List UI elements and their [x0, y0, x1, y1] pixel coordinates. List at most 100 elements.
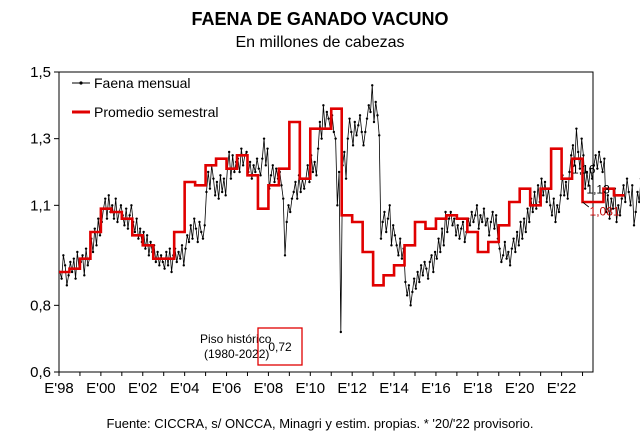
- monthly-point: [107, 194, 110, 197]
- monthly-point: [407, 284, 411, 287]
- monthly-point: [149, 240, 152, 244]
- monthly-point: [213, 194, 217, 197]
- monthly-point: [552, 197, 555, 200]
- monthly-point: [592, 164, 596, 167]
- floor-annotation: Piso histórico (1980-2022) 0,72: [200, 327, 303, 366]
- legend-monthly-label: Faena mensual: [94, 75, 191, 91]
- monthly-point: [510, 247, 514, 250]
- monthly-point: [255, 157, 259, 160]
- monthly-point: [454, 234, 458, 237]
- monthly-point: [610, 197, 613, 200]
- monthly-point: [627, 190, 630, 194]
- monthly-point: [337, 170, 341, 174]
- y-tick-label: 1,3: [30, 131, 51, 148]
- monthly-point: [500, 260, 503, 264]
- monthly-point: [543, 180, 547, 184]
- monthly-point: [515, 230, 519, 234]
- monthly-point: [252, 164, 255, 167]
- monthly-point: [316, 147, 320, 150]
- legend: Faena mensual Promedio semestral: [72, 75, 219, 120]
- x-tick-label: E'14: [379, 380, 409, 397]
- monthly-point: [350, 130, 353, 134]
- monthly-point: [449, 210, 452, 214]
- monthly-point: [344, 177, 348, 180]
- monthly-point: [435, 257, 439, 260]
- monthly-point: [451, 224, 454, 227]
- monthly-point: [348, 117, 351, 120]
- monthly-point: [144, 247, 147, 250]
- monthly-point: [292, 190, 295, 194]
- monthly-point: [414, 287, 418, 290]
- monthly-point: [400, 257, 404, 260]
- monthly-point: [60, 277, 63, 280]
- x-tick-label: E'98: [44, 380, 74, 397]
- monthly-series: [58, 84, 640, 334]
- monthly-point: [105, 217, 109, 220]
- monthly-point: [280, 184, 283, 187]
- chart-subtitle: En millones de cabezas: [236, 34, 405, 51]
- monthly-point: [397, 254, 400, 257]
- monthly-point: [549, 204, 552, 207]
- monthly-point: [170, 270, 173, 274]
- monthly-point: [166, 264, 170, 267]
- monthly-point: [222, 177, 226, 180]
- monthly-point: [524, 230, 528, 234]
- monthly-point: [566, 197, 569, 200]
- monthly-point: [559, 194, 562, 197]
- monthly-point: [372, 120, 376, 124]
- monthly-point: [617, 204, 620, 207]
- monthly-point: [334, 137, 337, 140]
- monthly-point: [503, 240, 507, 244]
- monthly-point: [564, 180, 568, 184]
- monthly-point: [604, 210, 608, 214]
- monthly-point: [535, 207, 538, 210]
- monthly-point: [378, 134, 381, 137]
- monthly-point: [428, 260, 432, 264]
- monthly-point: [189, 224, 192, 227]
- monthly-point: [104, 197, 107, 200]
- monthly-point: [531, 210, 534, 214]
- x-tick-label: E'12: [337, 380, 367, 397]
- monthly-point: [603, 157, 606, 160]
- monthly-point: [76, 250, 79, 254]
- monthly-point: [405, 294, 409, 297]
- monthly-point: [283, 254, 287, 257]
- x-tick-label: E'10: [296, 380, 326, 397]
- chart-title: FAENA DE GANADO VACUNO: [191, 9, 448, 29]
- monthly-point: [86, 264, 89, 267]
- monthly-point: [254, 170, 257, 174]
- monthly-point: [442, 244, 445, 247]
- monthly-point: [114, 197, 117, 200]
- semester-line: [59, 107, 625, 287]
- monthly-point: [142, 230, 145, 234]
- monthly-point: [357, 124, 360, 127]
- monthly-point: [482, 207, 486, 210]
- monthly-point: [205, 190, 208, 194]
- monthly-point: [425, 267, 428, 270]
- monthly-point: [484, 224, 487, 227]
- monthly-point: [72, 257, 76, 260]
- monthly-point: [594, 154, 597, 157]
- monthly-point: [533, 190, 536, 194]
- monthly-point: [198, 220, 201, 224]
- monthly-point: [423, 260, 426, 264]
- monthly-point: [325, 110, 329, 114]
- end-annotations: 1,16 1,13 1,081: [572, 162, 620, 218]
- monthly-point: [161, 260, 165, 264]
- monthly-point: [583, 187, 587, 190]
- monthly-point: [395, 244, 398, 247]
- annotation-1-081: 1,081: [590, 205, 620, 219]
- monthly-point: [369, 110, 372, 114]
- monthly-point: [302, 187, 306, 190]
- monthly-point: [456, 224, 459, 227]
- monthly-point: [521, 237, 524, 240]
- monthly-point: [128, 214, 131, 217]
- monthly-point: [580, 137, 583, 140]
- plot-frame: [58, 71, 594, 373]
- monthly-point: [111, 204, 114, 207]
- monthly-point: [299, 190, 302, 194]
- monthly-point: [269, 174, 273, 177]
- monthly-point: [261, 157, 264, 160]
- monthly-point: [250, 177, 254, 180]
- monthly-point: [81, 254, 84, 257]
